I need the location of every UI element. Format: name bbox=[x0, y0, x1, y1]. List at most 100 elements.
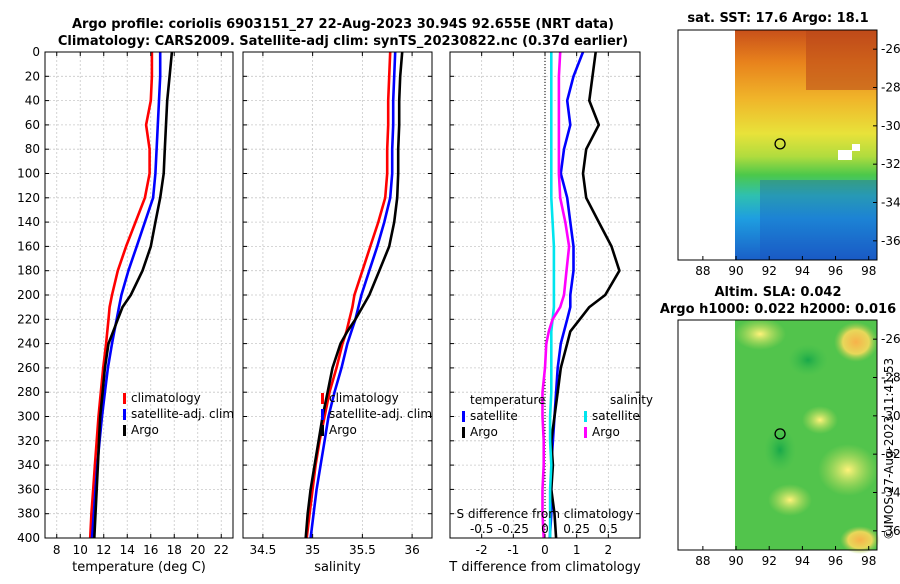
map-x-tick-label: 88 bbox=[695, 554, 710, 568]
legend-swatch bbox=[123, 425, 126, 436]
sst-cold-patch bbox=[760, 180, 877, 260]
legend-label: satellite bbox=[470, 409, 518, 423]
y-tick-label: 80 bbox=[25, 142, 40, 156]
map-y-tick-label: -34 bbox=[881, 196, 900, 210]
legend-swatch bbox=[584, 411, 587, 422]
x-tick-label: 16 bbox=[143, 543, 158, 557]
map-x-tick-label: 94 bbox=[795, 264, 810, 278]
x-tick-label: 14 bbox=[120, 543, 135, 557]
map-y-tick-label: -36 bbox=[881, 524, 900, 538]
map-x-tick-label: 96 bbox=[828, 554, 843, 568]
sla-high-anomaly bbox=[734, 318, 786, 350]
map-y-tick-label: -28 bbox=[881, 371, 900, 385]
y-tick-label: 300 bbox=[17, 410, 40, 424]
sla-high-anomaly bbox=[768, 484, 812, 516]
x-tick-label: 12 bbox=[96, 543, 111, 557]
legend-swatch bbox=[462, 411, 465, 422]
x-tick-label: 0 bbox=[541, 543, 549, 557]
s-tick-label: 0.25 bbox=[563, 522, 590, 536]
series-line-t-argo bbox=[549, 51, 621, 539]
sst-map-title: sat. SST: 17.6 Argo: 18.1 bbox=[687, 11, 868, 26]
legend-swatch bbox=[584, 427, 587, 438]
y-tick-label: 140 bbox=[17, 215, 40, 229]
map-x-tick-label: 88 bbox=[695, 264, 710, 278]
x-tick-label: 35 bbox=[305, 543, 320, 557]
y-tick-label: 360 bbox=[17, 482, 40, 496]
x-tick-label: -1 bbox=[507, 543, 519, 557]
map-x-tick-label: 90 bbox=[728, 264, 743, 278]
legend-swatch bbox=[321, 425, 324, 436]
x-tick-label: 1 bbox=[573, 543, 581, 557]
s-tick-label: -0.5 bbox=[470, 522, 493, 536]
map-y-tick-label: -32 bbox=[881, 447, 900, 461]
y-tick-label: 320 bbox=[17, 434, 40, 448]
x-tick-label: -2 bbox=[476, 543, 488, 557]
legend-title-temperature: temperature bbox=[470, 393, 545, 407]
sla-map-title-1: Altim. SLA: 0.042 bbox=[715, 285, 842, 300]
difference-profile-panel: -2 -1 0 1 2 T difference from climatology temp… bbox=[448, 51, 653, 575]
legend-label: Argo bbox=[470, 425, 498, 439]
map-x-tick-label: 92 bbox=[762, 264, 777, 278]
title-line-1: Argo profile: coriolis 6903151_27 22-Aug… bbox=[72, 17, 614, 32]
s-tick-label: 0.5 bbox=[599, 522, 618, 536]
legend-label: Argo bbox=[329, 423, 357, 437]
series-line-argo bbox=[93, 51, 174, 539]
legend-label: Argo bbox=[131, 423, 159, 437]
y-tick-label: 100 bbox=[17, 167, 40, 181]
x-tick-label: 8 bbox=[53, 543, 61, 557]
sla-map-title-2: Argo h1000: 0.022 h2000: 0.016 bbox=[660, 302, 896, 317]
map-frame bbox=[677, 29, 878, 261]
y-tick-label: 60 bbox=[25, 118, 40, 132]
sst-cloud-gap bbox=[852, 144, 860, 151]
y-tick-label: 400 bbox=[17, 531, 40, 545]
sla-low-anomaly bbox=[764, 428, 796, 472]
x-tick-label: 22 bbox=[214, 543, 229, 557]
series-line-satellite-adj-clim bbox=[309, 51, 397, 539]
y-tick-label: 200 bbox=[17, 288, 40, 302]
y-tick-label: 240 bbox=[17, 337, 40, 351]
sla-low-anomaly bbox=[788, 344, 828, 376]
legend-swatch bbox=[321, 409, 324, 420]
s-tick-label: 0 bbox=[541, 522, 549, 536]
sst-cloud-gap bbox=[838, 150, 852, 160]
x-tick-label: 2 bbox=[605, 543, 613, 557]
sla-high-anomaly bbox=[840, 526, 880, 554]
legend-swatch bbox=[321, 393, 324, 404]
map-y-tick-label: -26 bbox=[881, 332, 900, 346]
sst-warm-patch bbox=[806, 30, 877, 90]
map-x-tick-label: 98 bbox=[861, 554, 876, 568]
map-x-tick-label: 98 bbox=[861, 264, 876, 278]
legend-label: Argo bbox=[592, 425, 620, 439]
map-y-tick-label: -30 bbox=[881, 119, 900, 133]
sla-high-anomaly bbox=[802, 406, 838, 434]
x-tick-label: 35.5 bbox=[349, 543, 376, 557]
sla-high-anomaly bbox=[818, 444, 878, 496]
legend-label: satellite bbox=[592, 409, 640, 423]
x-tick-label: 20 bbox=[190, 543, 205, 557]
legend-swatch bbox=[123, 409, 126, 420]
y-tick-label: 160 bbox=[17, 239, 40, 253]
argo-position-marker bbox=[774, 428, 786, 440]
y-tick-label: 280 bbox=[17, 385, 40, 399]
legend-label: climatology bbox=[329, 391, 399, 405]
map-x-tick-label: 94 bbox=[795, 554, 810, 568]
legend-swatch bbox=[123, 393, 126, 404]
series-line-s-satellite bbox=[548, 52, 556, 538]
legend-swatch bbox=[462, 427, 465, 438]
map-y-tick-label: -32 bbox=[881, 157, 900, 171]
map-x-tick-label: 96 bbox=[828, 264, 843, 278]
map-y-tick-label: -30 bbox=[881, 409, 900, 423]
argo-position-marker bbox=[774, 138, 786, 150]
map-y-tick-label: -26 bbox=[881, 42, 900, 56]
salinity-profile-panel: 34.5 35 35.5 36 salinity climatology satellite… bbox=[242, 51, 433, 575]
x-tick-label: 36 bbox=[404, 543, 419, 557]
title-line-2: Climatology: CARS2009. Satellite-adj cli… bbox=[58, 34, 628, 49]
map-x-tick-label: 90 bbox=[728, 554, 743, 568]
secondary-x-axis-label: S difference from climatology bbox=[457, 507, 634, 521]
y-tick-label: 40 bbox=[25, 94, 40, 108]
x-tick-label: 34.5 bbox=[250, 543, 277, 557]
legend-label: satellite-adj. clim bbox=[131, 407, 234, 421]
x-axis-label: temperature (deg C) bbox=[72, 560, 206, 575]
